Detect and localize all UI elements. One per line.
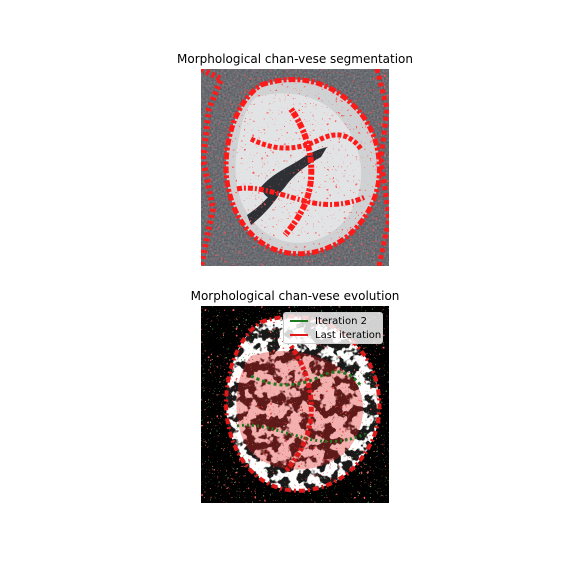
top-panel-title: Morphological chan-vese segmentation (177, 52, 413, 66)
bottom-panel-title: Morphological chan-vese evolution (190, 289, 400, 303)
legend-entry-iteration-2: Iteration 2 (290, 314, 367, 328)
legend-label: Iteration 2 (315, 315, 367, 327)
legend-label: Last iteration (315, 329, 382, 341)
evolution-image (201, 306, 389, 503)
legend-swatch-green (290, 320, 308, 322)
legend-entry-last-iteration: Last iteration (290, 328, 381, 342)
legend-swatch-red (290, 334, 308, 336)
segmentation-image (201, 69, 389, 266)
evolution-legend: Iteration 2 Last iteration (283, 312, 383, 344)
